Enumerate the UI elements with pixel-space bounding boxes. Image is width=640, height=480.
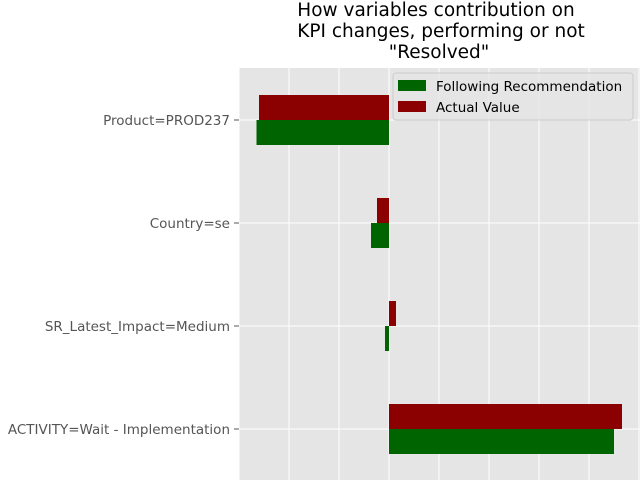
bar-following-recommendation-0: [256, 120, 389, 145]
bar-actual-value-3: [389, 404, 622, 429]
bar-actual-value-1: [377, 198, 389, 223]
chart-title-line-3: "Resolved": [389, 42, 490, 63]
chart-title: How variables contribution on KPI change…: [297, 0, 585, 63]
y-tick-label: Product=PROD237: [103, 113, 230, 129]
bar-actual-value-2: [389, 301, 396, 326]
y-tick-label: Country=se: [150, 216, 230, 232]
bar-following-recommendation-3: [389, 429, 614, 454]
legend-label: Following Recommendation: [436, 79, 622, 95]
y-tick-label: SR_Latest_Impact=Medium: [45, 319, 230, 335]
legend-swatch: [398, 80, 426, 91]
y-axis-ticks: Product=PROD237 Country=se SR_Latest_Impac…: [8, 113, 239, 438]
bar-following-recommendation-2: [385, 326, 389, 351]
bar-following-recommendation-1: [371, 223, 389, 248]
bar-actual-value-0: [259, 95, 389, 120]
chart-title-line-2: KPI changes, performing or not: [297, 21, 585, 42]
bars: [256, 95, 622, 454]
legend-swatch: [398, 101, 426, 112]
legend-label: Actual Value: [436, 100, 520, 116]
y-tick-label: ACTIVITY=Wait - Implementation: [8, 422, 230, 438]
legend-box: [392, 72, 634, 121]
chart-title-line-1: How variables contribution on: [297, 0, 574, 21]
legend: Following Recommendation Actual Value: [392, 72, 634, 121]
